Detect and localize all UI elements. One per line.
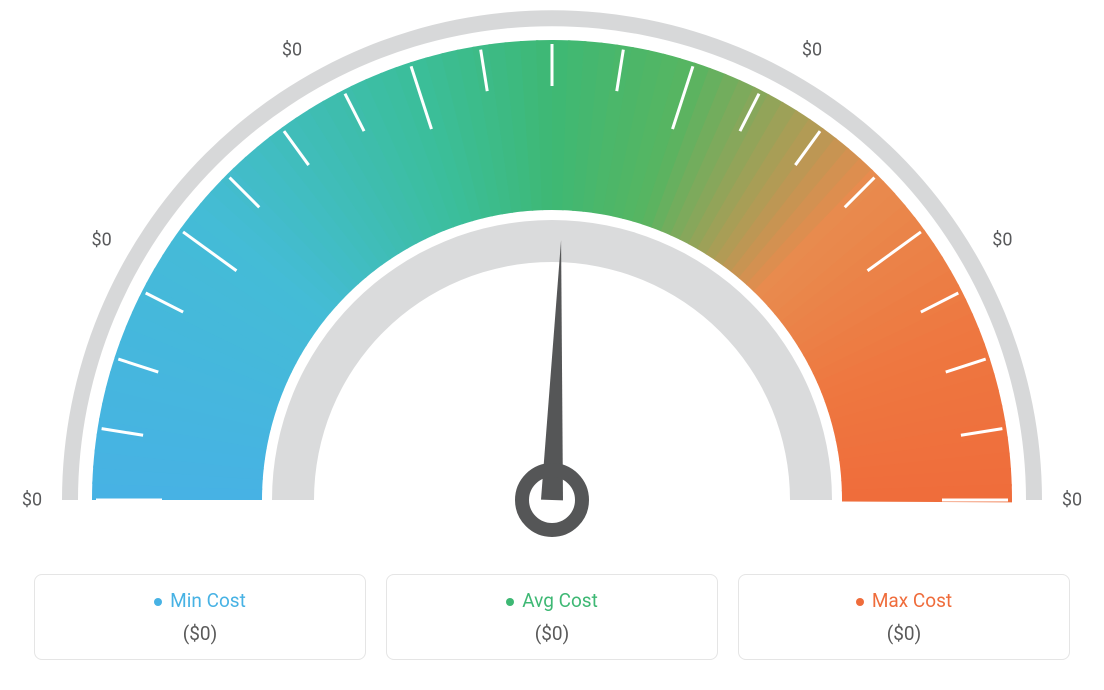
legend-avg-title: Avg Cost — [397, 589, 707, 612]
scale-label: $0 — [22, 490, 42, 511]
scale-label: $0 — [282, 39, 302, 60]
legend-min-title: Min Cost — [45, 589, 355, 612]
dot-avg — [506, 598, 514, 606]
dot-min — [154, 598, 162, 606]
legend-max: Max Cost ($0) — [738, 574, 1070, 660]
legend-max-title: Max Cost — [749, 589, 1059, 612]
dot-max — [856, 598, 864, 606]
legend-avg: Avg Cost ($0) — [386, 574, 718, 660]
legend-min: Min Cost ($0) — [34, 574, 366, 660]
legend-min-value: ($0) — [45, 622, 355, 645]
scale-label: $0 — [992, 230, 1012, 251]
legend-avg-value: ($0) — [397, 622, 707, 645]
scale-label: $0 — [92, 230, 112, 251]
scale-label: $0 — [802, 39, 822, 60]
gauge-svg — [0, 0, 1104, 560]
cost-gauge: $0$0$0$0$0$0$0 — [0, 0, 1104, 560]
legend-min-label: Min Cost — [170, 589, 246, 612]
legend-max-label: Max Cost — [872, 589, 952, 612]
legend-row: Min Cost ($0) Avg Cost ($0) Max Cost ($0… — [34, 574, 1070, 660]
legend-avg-label: Avg Cost — [522, 589, 598, 612]
scale-label: $0 — [1062, 490, 1082, 511]
legend-max-value: ($0) — [749, 622, 1059, 645]
